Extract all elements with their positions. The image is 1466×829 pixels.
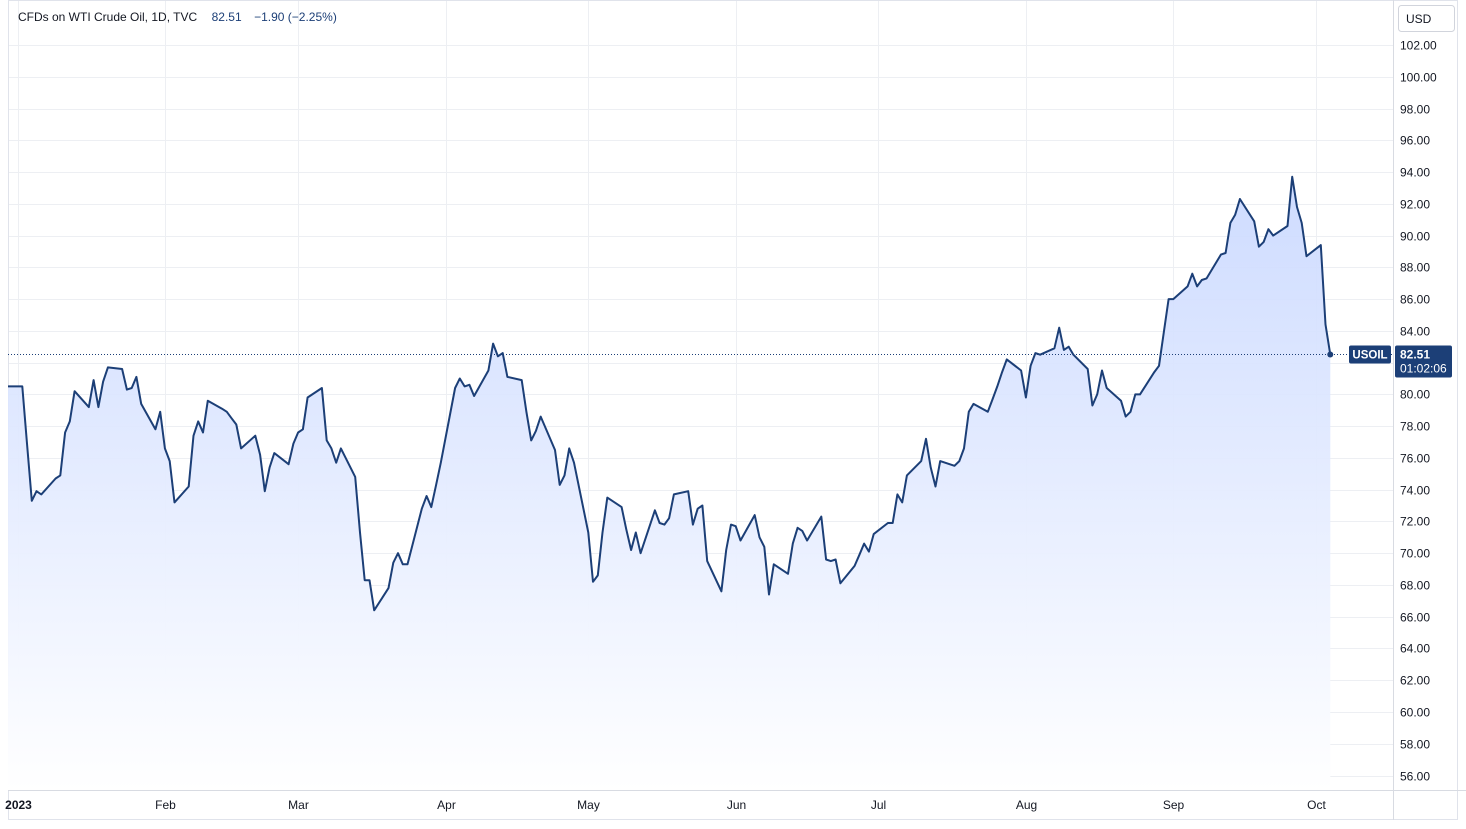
price-tick-label: 90.00 bbox=[1400, 230, 1430, 244]
price-tick-label: 66.00 bbox=[1400, 611, 1430, 625]
time-tick-label: Oct bbox=[1307, 798, 1326, 812]
time-tick-label: Apr bbox=[437, 798, 456, 812]
price-tick-label: 60.00 bbox=[1400, 706, 1430, 720]
price-line bbox=[8, 175, 1332, 612]
price-tick-label: 98.00 bbox=[1400, 103, 1430, 117]
price-badge bbox=[1395, 345, 1452, 378]
price-tick-label: 92.00 bbox=[1400, 198, 1430, 212]
time-tick-label: May bbox=[577, 798, 600, 812]
last-price-badges: USOIL 82.51 01:02:06 bbox=[1349, 345, 1452, 378]
time-tick-label: Jun bbox=[727, 798, 746, 812]
price-tick-label: 64.00 bbox=[1400, 642, 1430, 656]
price-tick-label: 88.00 bbox=[1400, 261, 1430, 275]
price-tick-label: 100.00 bbox=[1400, 71, 1437, 85]
time-tick-label: Sep bbox=[1163, 798, 1185, 812]
time-tick-label: Feb bbox=[155, 798, 176, 812]
price-tick-label: 62.00 bbox=[1400, 674, 1430, 688]
price-tick-label: 72.00 bbox=[1400, 515, 1430, 529]
time-tick-label: Aug bbox=[1016, 798, 1037, 812]
price-area-fill bbox=[8, 176, 1331, 790]
price-tick-label: 84.00 bbox=[1400, 325, 1430, 339]
price-tick-label: 74.00 bbox=[1400, 484, 1430, 498]
price-tick-label: 96.00 bbox=[1400, 134, 1430, 148]
symbol-badge-text: USOIL bbox=[1352, 350, 1387, 362]
price-tick-label: 78.00 bbox=[1400, 420, 1430, 434]
currency-box[interactable] bbox=[1398, 5, 1455, 32]
time-tick-label: Mar bbox=[288, 798, 309, 812]
price-tick-label: 56.00 bbox=[1400, 770, 1430, 784]
price-tick-label: 76.00 bbox=[1400, 452, 1430, 466]
price-tick-label: 58.00 bbox=[1400, 738, 1430, 752]
time-axis-labels: 2023 Feb Mar Apr May Jun Jul Aug Sep Oct bbox=[5, 798, 1326, 812]
legend-change: −1.90 (−2.25%) bbox=[254, 10, 337, 24]
last-price-marker bbox=[1327, 351, 1334, 358]
price-tick-label: 80.00 bbox=[1400, 388, 1430, 402]
price-tick-label: 86.00 bbox=[1400, 293, 1430, 307]
price-tick-label: 68.00 bbox=[1400, 579, 1430, 593]
price-tick-label: 94.00 bbox=[1400, 166, 1430, 180]
legend: CFDs on WTI Crude Oil, 1D, TVC 82.51 −1.… bbox=[18, 8, 337, 25]
price-tick-label: 70.00 bbox=[1400, 547, 1430, 561]
price-badge-value: 82.51 bbox=[1400, 348, 1430, 362]
legend-last: 82.51 bbox=[212, 10, 242, 24]
symbol-badge bbox=[1349, 345, 1391, 364]
price-axis-labels: 102.00 100.00 98.00 96.00 94.00 92.00 90.00 88.… bbox=[1400, 39, 1437, 784]
legend-title: CFDs on WTI Crude Oil, 1D, TVC bbox=[18, 10, 197, 24]
time-tick-label: 2023 bbox=[5, 798, 32, 812]
price-badge-countdown: 01:02:06 bbox=[1400, 362, 1447, 376]
currency-label: USD bbox=[1406, 12, 1432, 26]
time-tick-label: Jul bbox=[871, 798, 886, 812]
price-tick-label: 102.00 bbox=[1400, 39, 1437, 53]
